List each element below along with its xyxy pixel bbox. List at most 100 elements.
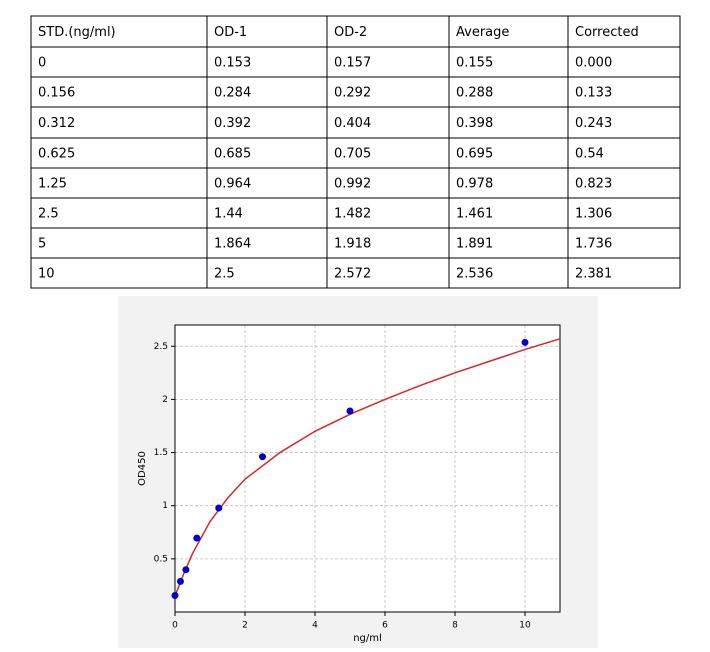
x-tick-label: 10 [519, 621, 531, 631]
data-point [259, 453, 266, 461]
table-cell [567, 227, 681, 259]
cell-text: 0.284 [214, 86, 251, 101]
cell-text: 0.156 [38, 86, 75, 101]
table-cell [206, 167, 328, 199]
cell-text: 0.155 [456, 56, 493, 71]
data-point [215, 504, 223, 512]
table-cell [567, 137, 681, 169]
table-cell [206, 137, 328, 169]
header-cell-text: OD-2 [334, 25, 367, 40]
table-cell [326, 106, 450, 139]
cell-text: 0.695 [456, 147, 493, 162]
y-tick-label: 2.5 [154, 342, 168, 352]
x-tick-label: 4 [312, 621, 318, 631]
cell-text: 1.482 [334, 207, 371, 222]
table-cell [567, 167, 681, 199]
cell-text: 0.685 [214, 147, 251, 162]
cell-text: 2.572 [334, 267, 371, 282]
cell-text: 0.705 [334, 147, 371, 162]
plot-area [174, 324, 561, 613]
table-cell [326, 137, 450, 169]
plot-frame [174, 324, 561, 613]
cell-text: 5 [38, 237, 46, 252]
y-tick-label: 2 [162, 395, 168, 405]
cell-text: 0.392 [214, 116, 251, 131]
cell-text: 1.44 [214, 207, 243, 222]
data-point [171, 592, 179, 600]
cell-text: 0.000 [575, 56, 612, 71]
cell-text: 0.312 [38, 116, 75, 131]
cell-text: 1.25 [38, 177, 67, 192]
table-cell [30, 197, 208, 229]
data-point [176, 577, 184, 585]
cell-text: 0.404 [334, 116, 371, 131]
cell-text: 1.864 [214, 237, 251, 252]
table-cell [326, 15, 450, 48]
x-tick-label: 2 [242, 621, 248, 631]
x-tick-label: 8 [452, 621, 458, 631]
cell-text: 1.306 [575, 207, 612, 222]
table-cell [30, 46, 208, 78]
table-cell [567, 197, 681, 229]
table-cell [30, 167, 208, 199]
header-cell-text: OD-1 [214, 25, 247, 40]
table-cell [206, 106, 328, 139]
cell-text: 0.292 [334, 86, 371, 101]
header-cell-text: STD.(ng/ml) [38, 25, 116, 40]
table-cell [567, 106, 681, 139]
cell-text: 0.153 [214, 56, 251, 71]
table-cell [30, 15, 208, 48]
cell-text: 0.288 [456, 86, 493, 101]
table-cell [567, 46, 681, 78]
header-cell-text: Average [456, 25, 509, 40]
y-tick-label: 1 [162, 501, 168, 511]
table-cell [206, 15, 328, 48]
table-cell [206, 257, 328, 289]
cell-text: 2.381 [575, 267, 612, 282]
cell-text: 0.964 [214, 177, 251, 192]
cell-text: 0.157 [334, 56, 371, 71]
cell-text: 0.992 [334, 177, 371, 192]
table-cell [567, 76, 681, 108]
cell-text: 0.133 [575, 86, 612, 101]
table-cell [30, 76, 208, 108]
x-axis-label: ng/ml [353, 633, 382, 644]
table-cell [567, 257, 681, 289]
table-cell [448, 257, 569, 289]
fit-curve [174, 338, 561, 597]
x-tick-label: 6 [382, 621, 388, 631]
data-point [182, 566, 190, 574]
cell-text: 0 [38, 56, 46, 71]
cell-text: 0.54 [575, 147, 604, 162]
cell-text: 0.625 [38, 147, 75, 162]
y-tick-label: 0.5 [154, 554, 168, 564]
cell-text: 2.536 [456, 267, 493, 282]
table-cell [448, 137, 569, 169]
y-tick-label: 1.5 [154, 448, 168, 458]
y-axis-label: OD450 [137, 451, 148, 486]
cell-text: 1.736 [575, 237, 612, 252]
data-point [193, 534, 201, 542]
data-point [521, 338, 529, 346]
cell-text: 2.5 [38, 207, 59, 222]
table-cell [30, 257, 208, 289]
cell-text: 10 [38, 267, 55, 282]
cell-text: 0.398 [456, 116, 493, 131]
cell-text: 0.243 [575, 116, 612, 131]
cell-text: 0.978 [456, 177, 493, 192]
data-point [346, 407, 354, 415]
x-tick-label: 0 [172, 621, 178, 631]
cell-text: 0.823 [575, 177, 612, 192]
table-cell [448, 106, 569, 139]
table-cell [448, 46, 569, 78]
table-cell [206, 197, 328, 229]
table-cell [30, 227, 208, 259]
table-cell [326, 76, 450, 108]
cell-text: 1.461 [456, 207, 493, 222]
header-cell-text: Corrected [575, 25, 639, 40]
table-cell [30, 106, 208, 139]
cell-text: 1.891 [456, 237, 493, 252]
cell-text: 1.918 [334, 237, 371, 252]
